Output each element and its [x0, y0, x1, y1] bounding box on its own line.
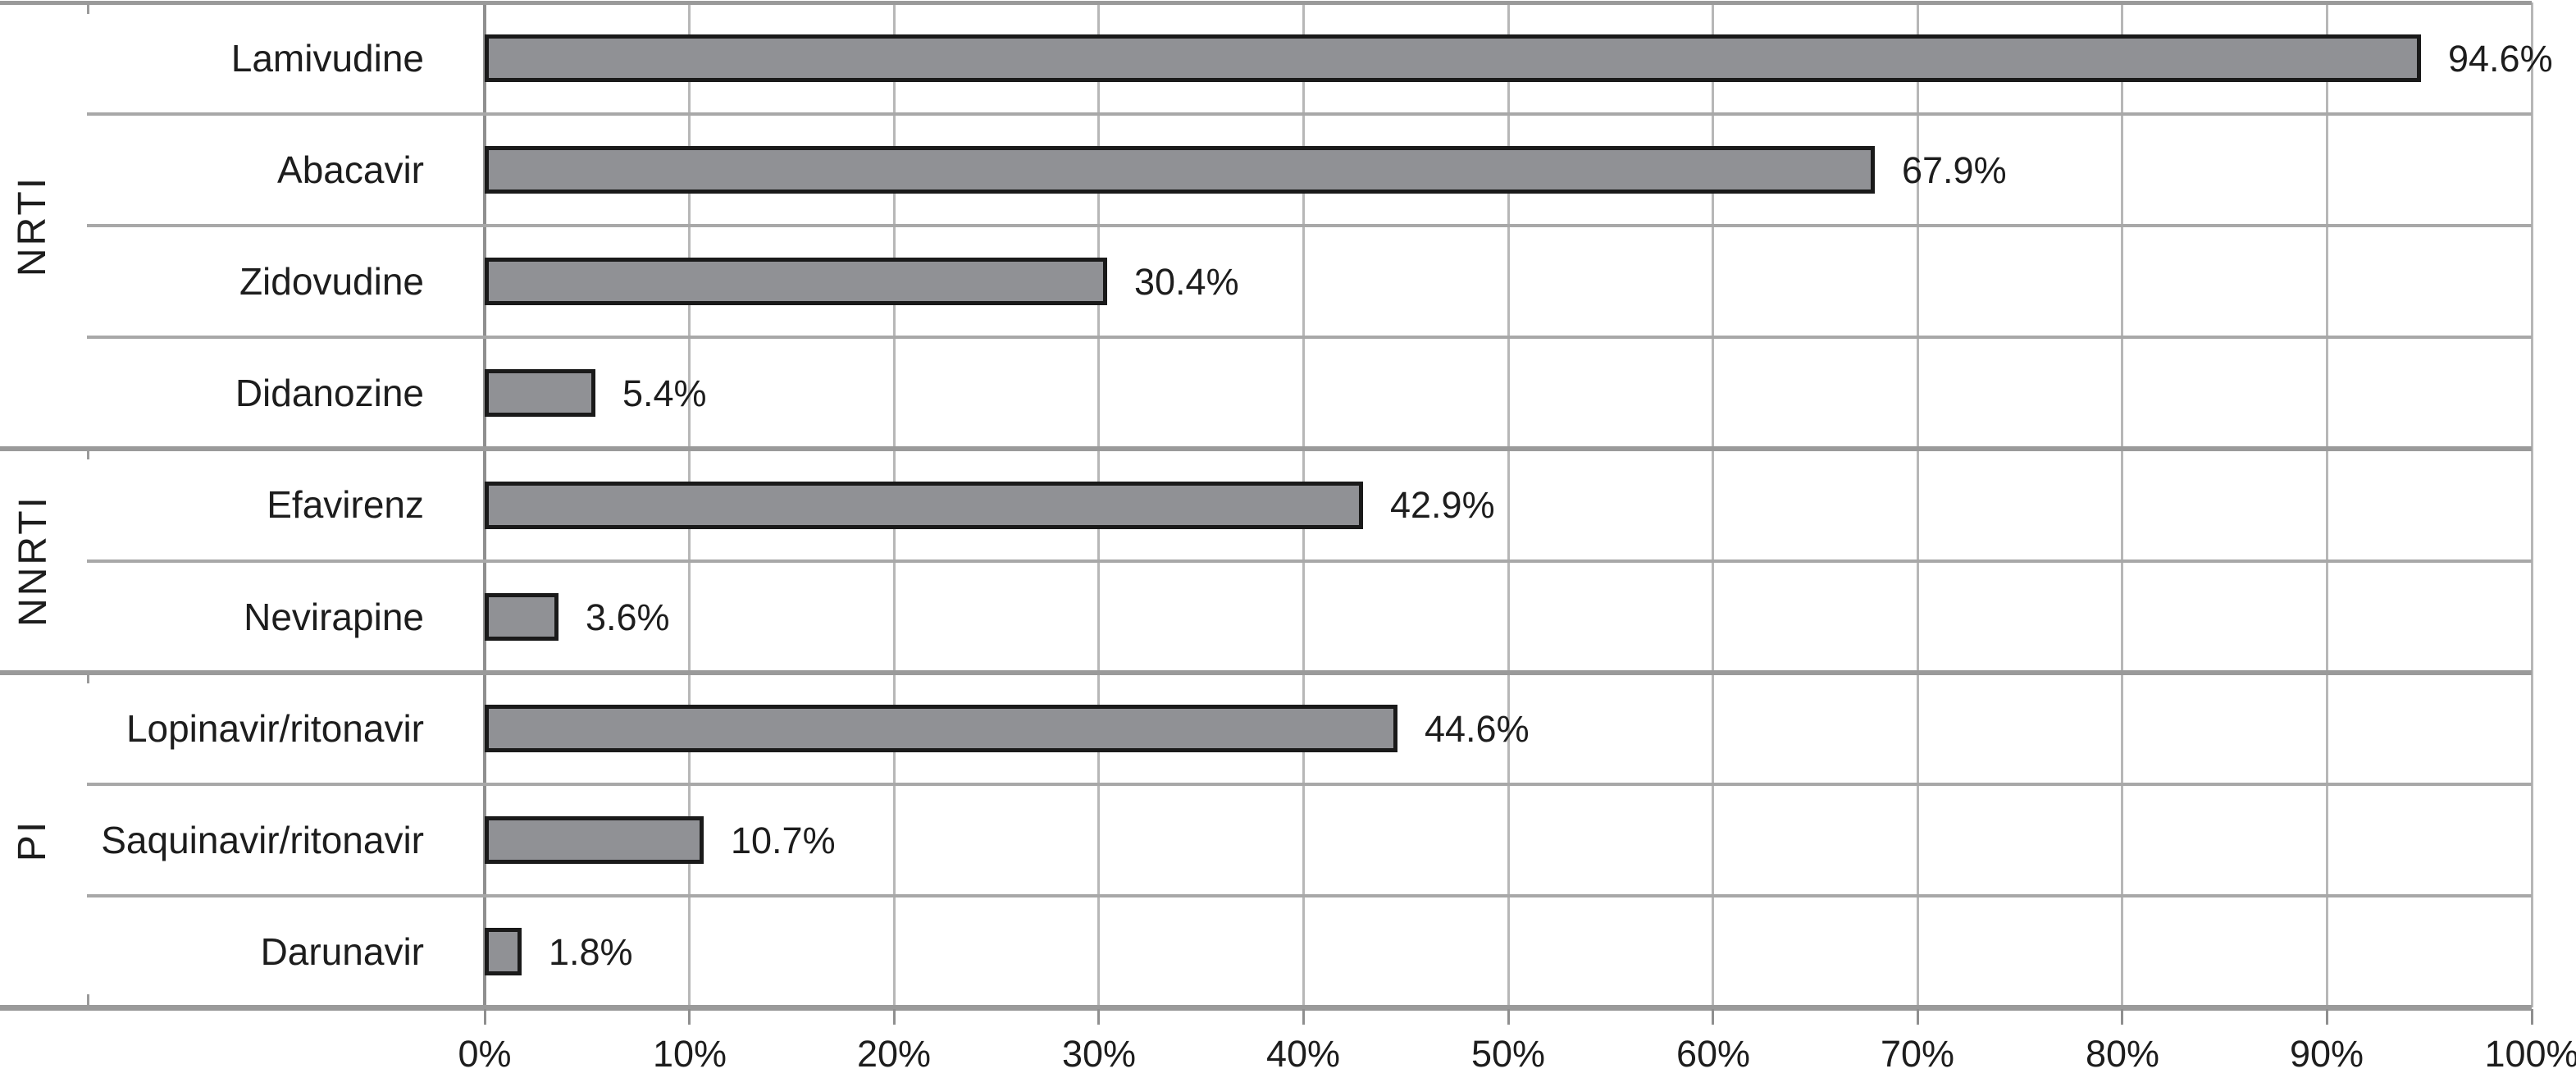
category-axis-tick	[87, 670, 89, 683]
x-axis-line	[0, 1005, 2532, 1011]
gridline	[1712, 2, 1714, 1007]
gridline	[1917, 2, 1919, 1007]
category-axis-tick	[87, 1, 89, 14]
row-separator	[87, 112, 2532, 116]
plot-top-border	[0, 1, 2532, 5]
category-label: Didanozine	[235, 372, 424, 414]
bar-value-label: 3.6%	[586, 596, 670, 638]
category-label: Darunavir	[260, 930, 424, 973]
bar-value-label: 30.4%	[1134, 260, 1239, 303]
gridline	[2326, 2, 2328, 1007]
x-axis-tick	[2326, 1009, 2328, 1025]
x-axis-tick	[1712, 1009, 1714, 1025]
category-label: Lopinavir/ritonavir	[125, 707, 424, 750]
category-label: Lamivudine	[230, 37, 424, 80]
bar	[485, 705, 1397, 752]
category-label: Efavirenz	[267, 483, 424, 526]
x-tick-label: 20%	[856, 1033, 932, 1075]
row-separator	[87, 783, 2532, 786]
bar	[485, 593, 559, 641]
category-axis-tick	[87, 446, 89, 459]
category-label: Nevirapine	[244, 596, 424, 638]
x-axis-tick	[1302, 1009, 1305, 1025]
category-label: Zidovudine	[239, 260, 424, 303]
group-separator-line	[0, 446, 2532, 451]
x-tick-label: 0%	[458, 1033, 512, 1075]
bar	[485, 816, 704, 864]
x-axis-tick	[688, 1009, 691, 1025]
group-separator-line	[0, 670, 2532, 675]
x-axis-tick	[2121, 1009, 2123, 1025]
x-tick-label: 90%	[2289, 1033, 2364, 1075]
row-separator	[87, 559, 2532, 563]
bar	[485, 34, 2421, 82]
bar-value-label: 94.6%	[2448, 37, 2553, 80]
gridline	[1507, 2, 1510, 1007]
x-tick-label: 30%	[1061, 1033, 1137, 1075]
x-tick-label: 60%	[1676, 1033, 1751, 1075]
gridline	[2121, 2, 2123, 1007]
bar-value-label: 10.7%	[731, 819, 836, 861]
group-label-text: NRTI	[11, 175, 55, 276]
x-tick-label: 100%	[2484, 1033, 2576, 1075]
bar	[485, 146, 1875, 194]
x-tick-label: 80%	[2085, 1033, 2160, 1075]
category-label: Saquinavir/ritonavir	[101, 819, 424, 861]
x-axis-tick	[2531, 1009, 2533, 1025]
group-label: NNRTI	[0, 449, 66, 672]
gridline	[2531, 2, 2533, 1007]
group-label-text: NNRTI	[11, 494, 55, 627]
category-axis-tick	[87, 994, 89, 1007]
x-tick-label: 50%	[1470, 1033, 1546, 1075]
category-label: Abacavir	[277, 148, 424, 191]
x-axis-tick	[1917, 1009, 1919, 1025]
bar	[485, 258, 1107, 305]
bar	[485, 928, 522, 975]
bar-value-label: 42.9%	[1390, 483, 1495, 526]
x-axis-tick	[893, 1009, 896, 1025]
row-separator	[87, 336, 2532, 339]
bar	[485, 369, 595, 417]
x-axis-tick	[484, 1009, 486, 1025]
bar-value-label: 44.6%	[1425, 707, 1530, 750]
x-tick-label: 10%	[652, 1033, 727, 1075]
x-tick-label: 40%	[1265, 1033, 1341, 1075]
x-axis-tick	[1507, 1009, 1510, 1025]
bar-value-label: 67.9%	[1902, 148, 2007, 191]
x-tick-label: 70%	[1880, 1033, 1955, 1075]
bar-value-label: 1.8%	[549, 930, 633, 973]
row-separator	[87, 224, 2532, 227]
group-label-text: PI	[11, 819, 55, 861]
group-label: PI	[0, 673, 66, 1007]
group-label: NRTI	[0, 2, 66, 449]
bar-value-label: 5.4%	[622, 372, 707, 414]
x-axis-tick	[1097, 1009, 1100, 1025]
bar	[485, 482, 1363, 529]
row-separator	[87, 894, 2532, 897]
